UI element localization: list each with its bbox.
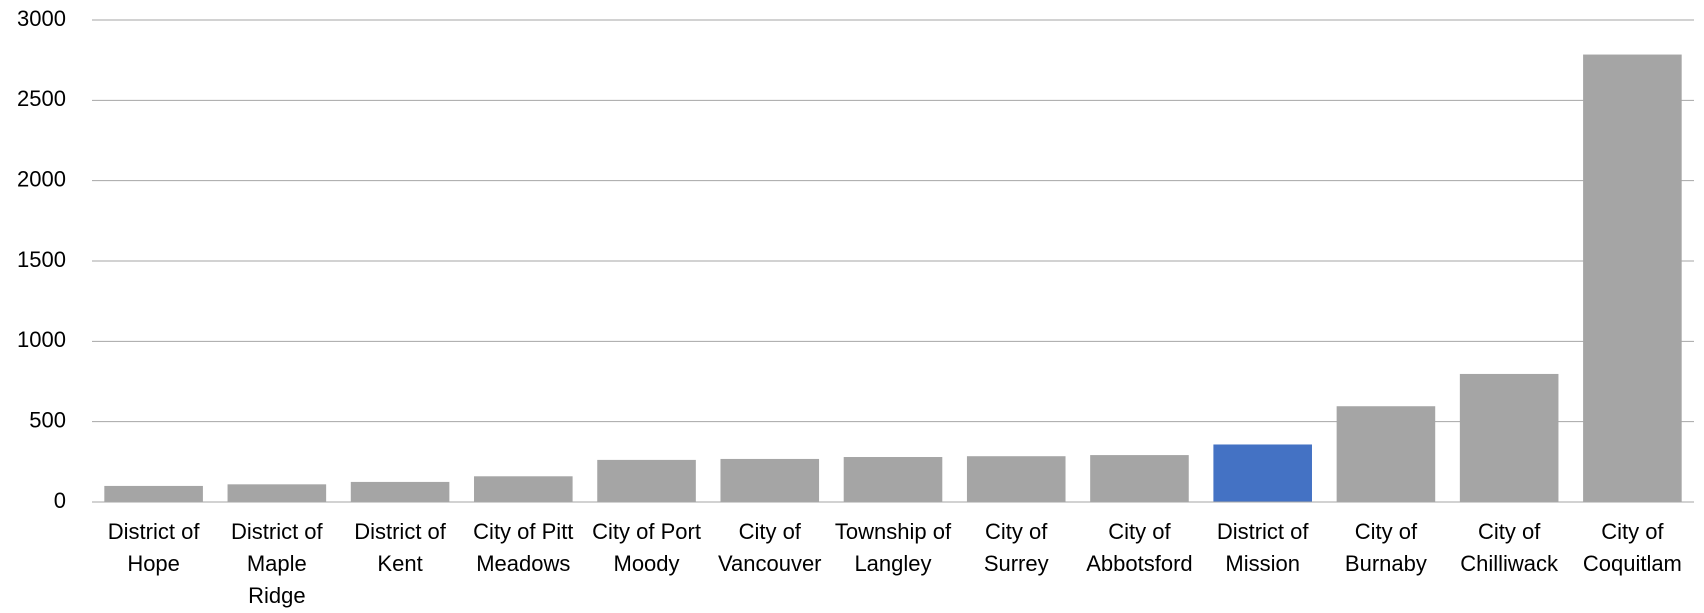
x-tick-label: District of Hope — [107, 519, 200, 576]
x-tick-label: District of Mission — [1216, 519, 1309, 576]
x-tick-label: City of Coquitlam — [1582, 519, 1682, 576]
bar — [1213, 444, 1312, 502]
y-tick-label: 1500 — [17, 247, 66, 272]
bar — [966, 456, 1066, 502]
x-tick-label: City of Burnaby — [1344, 519, 1427, 576]
y-tick-label: 2000 — [17, 166, 66, 191]
x-tick-label: City of Abbotsford — [1086, 519, 1193, 576]
y-tick-label: 0 — [54, 488, 66, 513]
y-tick-label: 500 — [29, 407, 66, 432]
y-tick-label: 3000 — [17, 6, 66, 31]
bar — [843, 457, 943, 502]
bar — [597, 459, 696, 502]
y-tick-label: 2500 — [17, 86, 66, 111]
bar — [1090, 455, 1189, 502]
bar — [350, 481, 450, 502]
x-tick-label: Township of Langley — [834, 519, 952, 576]
bar — [1336, 406, 1436, 502]
bar — [474, 476, 573, 502]
bar — [1583, 54, 1682, 502]
bar — [104, 485, 203, 502]
bar — [1459, 373, 1559, 502]
y-tick-label: 1000 — [17, 327, 66, 352]
x-tick-label: City of Surrey — [983, 519, 1049, 576]
bar — [227, 484, 327, 502]
x-tick-label: District of Maple Ridge — [230, 519, 323, 608]
x-tick-label: City of Pitt Meadows — [473, 519, 574, 576]
x-tick-label: City of Chilliwack — [1460, 519, 1559, 576]
bar — [720, 458, 820, 502]
x-tick-label: City of Vancouver — [717, 519, 822, 576]
x-tick-label: City of Port Moody — [592, 519, 701, 576]
x-tick-label: District of Kent — [354, 519, 446, 576]
